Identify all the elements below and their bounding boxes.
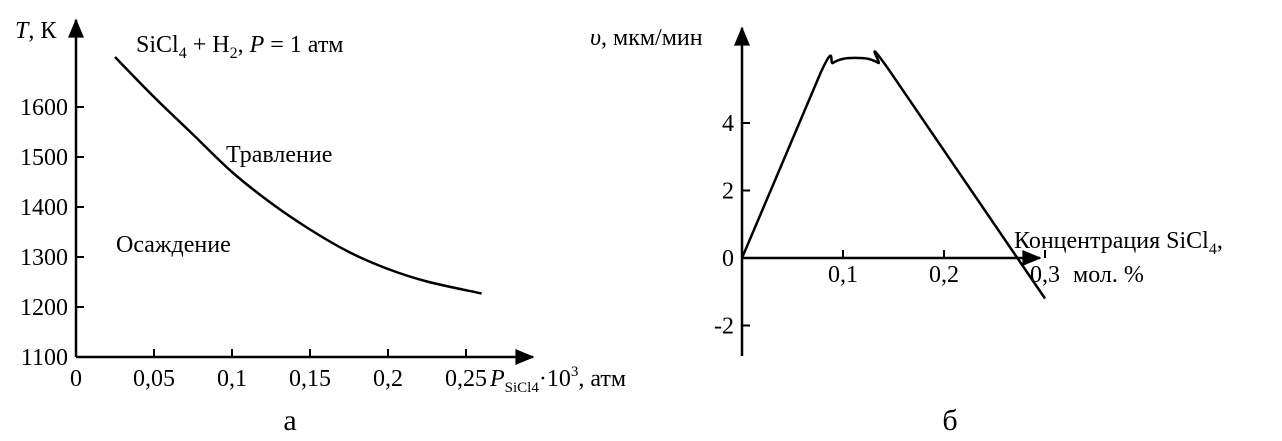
chart-b-x-tick-label: 0,1 bbox=[828, 262, 858, 288]
chart-a-y-tick-label: 1600 bbox=[20, 95, 68, 121]
chart-b-y-label: υ, мкм/мин bbox=[590, 25, 703, 51]
chart-a-y-tick-label: 1100 bbox=[21, 345, 68, 371]
chart-a: T, К SiCl4 + H2, P = 1 атм 1100120013001… bbox=[15, 18, 626, 437]
chart-b-y-tick-label: 0 bbox=[722, 246, 734, 272]
chart-a-annotation-etching: Травление bbox=[226, 142, 332, 168]
chart-b-y-tick-label: 2 bbox=[722, 179, 734, 205]
chart-a-annotation-deposition: Осаждение bbox=[116, 232, 231, 258]
chart-b-x-ticks: 0,1 0,2 0,3 bbox=[828, 250, 1060, 288]
chart-a-x-tick-label: 0,05 bbox=[133, 366, 175, 392]
chart-a-x-tick-label: 0,25 bbox=[445, 366, 487, 392]
chart-a-y-ticks: 1100 1200 1300 1400 1500 1600 bbox=[20, 95, 84, 371]
chart-a-x-tick-label: 0,1 bbox=[217, 366, 247, 392]
chart-b-series-line bbox=[740, 50, 1047, 300]
chart-a-y-tick-label: 1300 bbox=[20, 245, 68, 271]
chart-b-panel-label: б bbox=[942, 404, 957, 437]
chart-a-y-tick-label: 1200 bbox=[20, 295, 68, 321]
chart-b-x-label-line1: Концентрация SiCl4, bbox=[1014, 228, 1223, 258]
chart-a-y-tick-label: 1400 bbox=[20, 195, 68, 221]
chart-a-series-line bbox=[114, 56, 482, 295]
chart-a-title: SiCl4 + H2, P = 1 атм bbox=[136, 32, 344, 62]
chart-a-y-tick-label: 1500 bbox=[20, 145, 68, 171]
chart-b-x-label-line2: мол. % bbox=[1073, 262, 1144, 288]
chart-a-x-ticks: 0 0,05 0,1 0,15 0,2 0,25 bbox=[70, 349, 487, 392]
chart-b-y-tick-label: -2 bbox=[714, 314, 734, 340]
chart-a-y-label: T, К bbox=[15, 18, 57, 44]
chart-b-y-ticks: -2 0 2 4 bbox=[714, 111, 750, 340]
chart-a-x-label: PSiCl4·103, атм bbox=[489, 364, 626, 396]
chart-b-x-tick-label: 0,2 bbox=[929, 262, 959, 288]
chart-a-panel-label: а bbox=[283, 404, 296, 437]
chart-a-x-tick-label: 0 bbox=[70, 366, 82, 392]
chart-a-x-tick-label: 0,2 bbox=[373, 366, 403, 392]
chart-b-y-tick-label: 4 bbox=[722, 111, 734, 137]
chart-a-x-tick-label: 0,15 bbox=[289, 366, 331, 392]
